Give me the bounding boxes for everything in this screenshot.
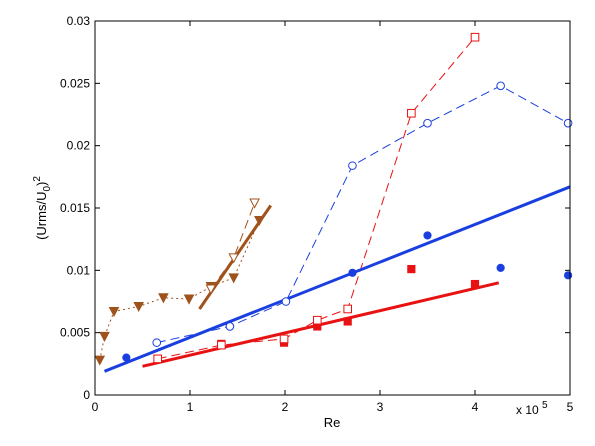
series-5-point	[205, 284, 217, 295]
x-axis-label: Re	[324, 415, 341, 430]
series-5-line	[210, 202, 256, 290]
series-1-point	[348, 161, 357, 170]
y-tick-label: 0.02	[67, 139, 91, 153]
x-tick-label: 1	[187, 400, 194, 414]
series-4-point	[183, 294, 195, 305]
y-label-main: (Urms/U	[34, 192, 49, 240]
series-0-point	[564, 271, 573, 280]
series-2-point	[407, 264, 416, 274]
series-0-point	[496, 263, 505, 272]
series-4-point	[108, 306, 120, 318]
x-tick-label: 4	[472, 400, 479, 414]
x-axis-multiplier: x 10 5	[516, 400, 548, 417]
series-4-point	[133, 301, 145, 313]
series-0-point	[348, 268, 357, 277]
x-multiplier-exp: 5	[542, 400, 548, 411]
y-tick-label: 0.01	[67, 263, 91, 277]
axis-ticks: 0 1 2 3 4 5 0 0.005 0.01 0.015 0.02 0.025 0.03	[60, 14, 574, 414]
x-tick-label: 5	[567, 400, 574, 414]
series-2-point	[470, 279, 480, 289]
series-3-point	[313, 315, 322, 325]
y-tick-label: 0.025	[60, 76, 90, 90]
y-tick-label: 0.005	[60, 326, 90, 340]
series-3-point	[343, 304, 352, 314]
series-3-point	[470, 32, 480, 42]
series-4-point	[158, 293, 169, 304]
y-label-sup: 2	[32, 176, 43, 182]
y-tick-label: 0.03	[67, 14, 91, 28]
y-label-sub: 0	[42, 186, 53, 192]
series-5-point	[228, 253, 240, 264]
series-3-point	[407, 108, 416, 118]
series-4-point	[94, 355, 106, 366]
series-1-point	[281, 297, 291, 306]
series-5-point	[249, 198, 260, 209]
x-tick-label: 2	[282, 400, 289, 414]
series-1-point	[423, 118, 432, 128]
series-2-point	[343, 317, 352, 326]
series-1-point	[496, 81, 505, 91]
series-3-point	[153, 354, 162, 364]
y-axis-label: (Urms/U0)2	[32, 176, 53, 240]
y-tick-label: 0.015	[60, 201, 90, 215]
series-3-point	[217, 340, 226, 350]
series-4-point	[99, 331, 110, 342]
y-tick-label: 0	[83, 388, 90, 402]
series-4-point	[228, 273, 240, 284]
series-0-point	[122, 353, 131, 362]
x-multiplier-base: x 10	[516, 403, 539, 417]
series-1-point	[152, 338, 162, 347]
x-tick-label: 3	[377, 400, 384, 414]
series-0-point	[423, 231, 432, 240]
series-1-point	[563, 118, 573, 128]
y-label-tail: )	[34, 182, 49, 186]
series-1-point	[225, 322, 235, 331]
plot-area	[95, 21, 570, 395]
series-3-point	[279, 334, 289, 344]
x-tick-label: 0	[92, 400, 99, 414]
fit-line-blue	[103, 185, 571, 373]
data-layer	[94, 32, 573, 373]
series-4-point	[254, 215, 265, 227]
